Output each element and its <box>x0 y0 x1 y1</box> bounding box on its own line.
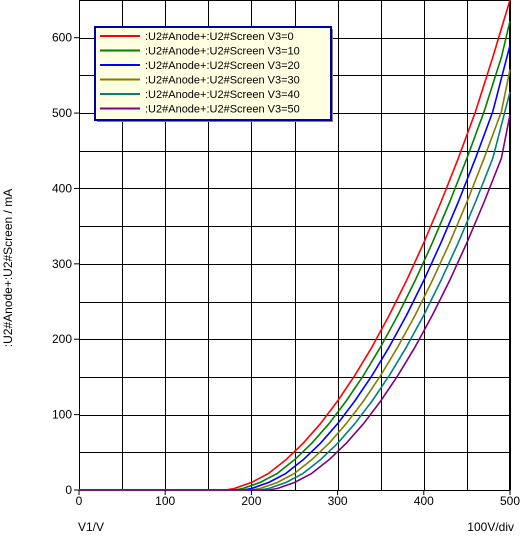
legend-label: :U2#Anode+:U2#Screen V3=0 <box>145 31 294 43</box>
series-lines <box>79 0 511 491</box>
x-tick-label: 300 <box>328 494 348 508</box>
y-tick-label: 300 <box>52 257 72 271</box>
series-line <box>79 44 511 491</box>
legend-label: :U2#Anode+:U2#Screen V3=50 <box>145 104 300 116</box>
x-tick-label: 500 <box>500 494 520 508</box>
y-tick-label: 0 <box>65 483 72 497</box>
x-tick-label: 0 <box>76 494 83 508</box>
series-line <box>79 69 511 491</box>
y-tick-label: 400 <box>52 181 72 195</box>
x-axis-label: V1/V <box>78 520 104 534</box>
legend-label: :U2#Anode+:U2#Screen V3=10 <box>145 46 300 58</box>
series-line <box>79 114 511 491</box>
legend-label: :U2#Anode+:U2#Screen V3=40 <box>145 89 300 101</box>
legend: :U2#Anode+:U2#Screen V3=0 :U2#Anode+:U2#S… <box>94 26 333 122</box>
x-tick-label: 400 <box>414 494 434 508</box>
y-axis-label: :U2#Anode+:U2#Screen / mA <box>1 189 15 347</box>
series-line <box>79 0 511 491</box>
series-line <box>79 91 511 491</box>
legend-label: :U2#Anode+:U2#Screen V3=30 <box>145 75 300 87</box>
x-tick-label: 200 <box>241 494 261 508</box>
legend-label: :U2#Anode+:U2#Screen V3=20 <box>145 60 300 72</box>
y-tick-label: 500 <box>52 106 72 120</box>
y-tick-label: 200 <box>52 332 72 346</box>
x-scale-label: 100V/div <box>467 520 514 534</box>
axes: V1/V 100V/div :U2#Anode+:U2#Screen / mA … <box>1 31 520 534</box>
legend-box <box>94 26 332 121</box>
y-tick-label: 600 <box>52 31 72 45</box>
plot-border <box>79 0 510 491</box>
y-tick-label: 100 <box>52 408 72 422</box>
x-tick-label: 100 <box>155 494 175 508</box>
series-line <box>79 20 511 491</box>
